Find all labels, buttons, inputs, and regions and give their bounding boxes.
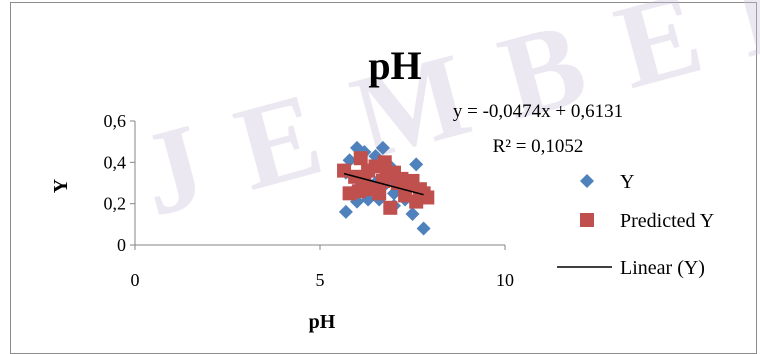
y-tick-label: 0 [117, 235, 126, 255]
x-tick-label: 5 [316, 270, 325, 290]
x-axis-title: pH [309, 311, 336, 333]
chart-title: pH [368, 43, 421, 88]
y-tick-label: 0,6 [104, 111, 127, 131]
data-point-y [416, 221, 431, 236]
legend-label: Y [620, 171, 634, 193]
data-point-predicted-y [420, 190, 435, 205]
y-tick-label: 0,4 [104, 152, 127, 172]
data-point-y [409, 157, 424, 172]
data-point-y [338, 204, 353, 219]
data-point-predicted-y [383, 200, 398, 215]
legend: Y Predicted Y Linear (Y) [557, 171, 714, 279]
x-tick-label: 0 [131, 270, 140, 290]
x-tick-label: 10 [496, 270, 514, 290]
axes: 0 0,2 0,4 0,6 0 5 10 [104, 111, 515, 290]
data-point-y [405, 207, 420, 221]
legend-label: Predicted Y [620, 210, 714, 232]
data-point-y [375, 140, 390, 155]
y-axis-title: Y [50, 178, 72, 193]
trendline-equation: y = -0,0474x + 0,6131 [453, 101, 623, 122]
legend-diamond-marker [580, 174, 594, 188]
legend-square-marker [580, 213, 594, 227]
plot-area [337, 140, 435, 236]
data-point-predicted-y [353, 151, 368, 166]
y-tick-label: 0,2 [104, 194, 127, 214]
trendline-r-squared: R² = 0,1052 [493, 136, 584, 157]
data-point-predicted-y [372, 186, 387, 201]
linear-trendline [343, 172, 424, 196]
legend-label: Linear (Y) [620, 257, 705, 279]
